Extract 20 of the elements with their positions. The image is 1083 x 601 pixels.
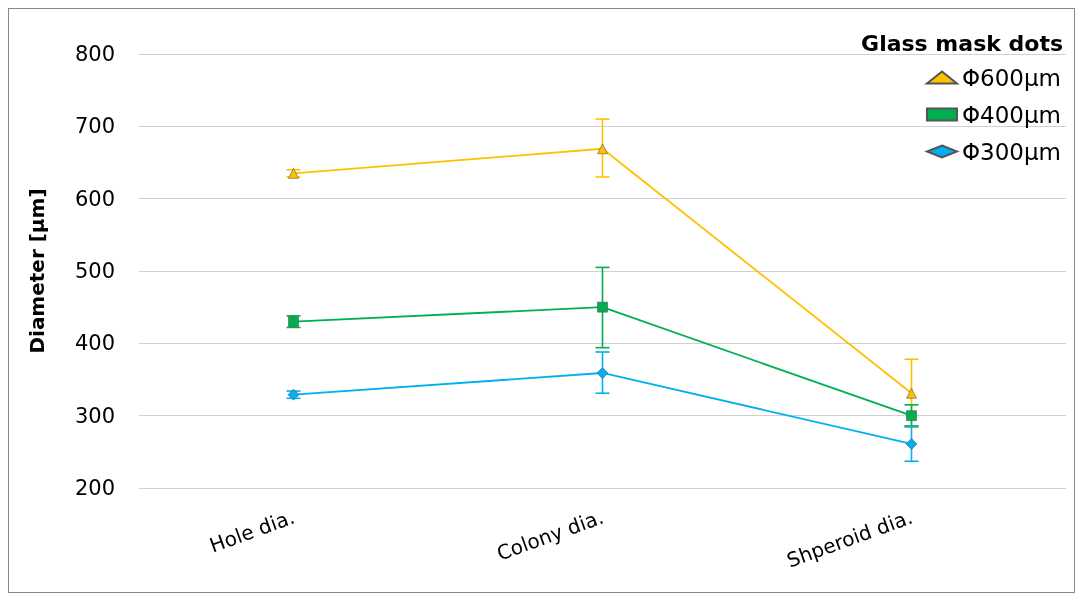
y-tick-label: 600: [74, 186, 115, 211]
x-tick-label: Hole dia.: [206, 504, 298, 558]
y-tick-label: 400: [74, 331, 115, 356]
point: [906, 410, 917, 421]
x-tick-label: Colony dia.: [493, 504, 607, 566]
point: [596, 367, 609, 379]
point: [597, 143, 608, 155]
legend-title: Glass mask dots: [861, 30, 1063, 56]
legend-label: Φ400μm: [961, 101, 1062, 128]
legend-label: Φ600μm: [961, 64, 1062, 91]
point: [905, 438, 918, 450]
y-tick-label: 200: [74, 476, 115, 500]
y-tick-label: 800: [74, 42, 115, 66]
y-tick-label: 300: [74, 403, 115, 428]
y-tick-label: 700: [74, 114, 115, 139]
y-axis-title: Diameter [μm]: [25, 188, 49, 354]
point: [906, 387, 917, 399]
legend-label: Φ300μm: [961, 138, 1062, 165]
y-tick-label: 500: [74, 259, 115, 283]
point: [597, 301, 608, 313]
